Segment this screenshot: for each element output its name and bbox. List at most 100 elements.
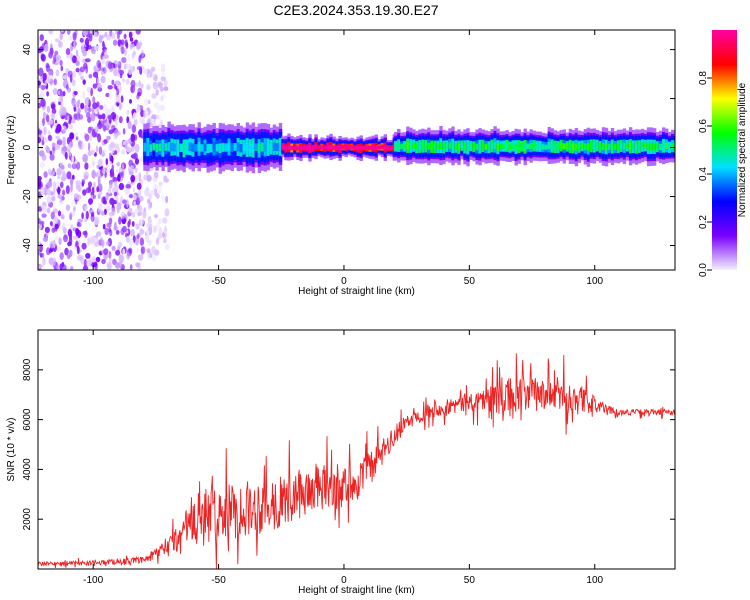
spectrogram-cell xyxy=(132,43,135,52)
spectrogram-cell xyxy=(287,144,291,150)
spectrogram-cell xyxy=(149,70,152,78)
spectrogram-cell xyxy=(129,43,133,50)
spectrogram-cell xyxy=(126,146,132,153)
spectrogram-cell xyxy=(46,114,50,123)
spectrogram-cell xyxy=(109,172,115,178)
spectrogram-cell xyxy=(98,34,103,44)
snr-y-tick-label: 2000 xyxy=(22,508,33,531)
spectrogram-cell xyxy=(389,146,393,150)
spectrogram-cell xyxy=(129,99,132,104)
spectrogram-x-tick-label: 0 xyxy=(341,276,347,287)
spectrogram-cell xyxy=(49,221,53,227)
spectrogram-cell xyxy=(53,216,59,225)
spectrogram-cell xyxy=(138,80,141,88)
spectrogram-cell xyxy=(62,75,68,80)
spectrogram-cell xyxy=(150,66,156,72)
spectrogram-cell xyxy=(97,158,103,167)
spectrogram-cell xyxy=(126,199,129,208)
spectrogram-cell xyxy=(350,145,354,149)
spectrogram-cell xyxy=(326,144,330,149)
spectrogram-cell xyxy=(44,43,49,52)
spectrogram-cell xyxy=(162,217,168,224)
spectrogram-y-axis-label: Frequency (Hz) xyxy=(6,116,17,185)
spectrogram-cell xyxy=(146,142,150,152)
spectrogram-cell xyxy=(149,144,153,152)
spectrogram-cell xyxy=(221,142,225,152)
spectrogram-cell xyxy=(61,208,65,215)
spectrogram-cell xyxy=(60,165,65,171)
spectrogram-cell xyxy=(139,237,145,246)
spectrogram-cell xyxy=(122,199,127,205)
spectrogram-cell xyxy=(164,208,170,217)
spectrogram-cell xyxy=(73,70,76,78)
spectrogram-cell xyxy=(136,103,141,112)
spectrogram-cell xyxy=(85,187,91,194)
spectrogram-cell xyxy=(70,177,74,187)
snr-frame xyxy=(37,329,676,570)
spectrogram-cell xyxy=(38,67,44,77)
spectrogram-cell xyxy=(514,143,518,151)
colorbar-gradient xyxy=(712,30,737,270)
spectrogram-cell xyxy=(397,142,401,149)
spectrogram-cell xyxy=(170,142,174,152)
spectrogram-cell xyxy=(60,101,63,110)
spectrogram-cell xyxy=(146,223,150,228)
spectrogram-cell xyxy=(143,174,147,181)
spectrogram-cell xyxy=(75,67,80,73)
spectrogram-cell xyxy=(128,31,133,39)
spectrogram-cell xyxy=(126,251,131,260)
spectrogram-y-tick-label: 20 xyxy=(22,93,33,105)
spectrogram-cell xyxy=(59,33,63,40)
spectrogram-cell xyxy=(109,197,115,205)
spectrogram-cell xyxy=(109,30,113,37)
spectrogram-cell xyxy=(165,243,170,251)
spectrogram-cell xyxy=(61,106,67,116)
spectrogram-cell xyxy=(538,143,542,150)
spectrogram-cell xyxy=(153,171,159,179)
spectrogram-cell xyxy=(50,171,55,176)
spectrogram-cell xyxy=(79,37,84,43)
spectrogram-cell xyxy=(281,144,285,149)
spectrogram-cell xyxy=(356,146,360,151)
spectrogram-cell xyxy=(61,125,67,134)
spectrogram-cell xyxy=(143,68,148,75)
spectrogram-cell xyxy=(96,186,100,193)
spectrogram-cell xyxy=(451,142,455,150)
spectrogram-cell xyxy=(649,143,654,151)
spectrogram-cell xyxy=(118,254,125,264)
spectrogram-cell xyxy=(148,205,151,210)
spectrogram-cell xyxy=(308,145,312,151)
spectrogram-cell xyxy=(115,169,119,174)
spectrogram-cell xyxy=(586,143,591,151)
spectrogram-cell xyxy=(137,205,143,214)
spectrogram-cell xyxy=(103,139,108,144)
spectrogram-cell xyxy=(39,243,43,253)
spectrogram-cell xyxy=(129,65,135,73)
spectrogram-cell xyxy=(92,96,96,104)
spectrogram-cell xyxy=(163,86,169,92)
spectrogram-cell xyxy=(117,173,121,182)
spectrogram-cell xyxy=(107,61,113,70)
spectrogram-cell xyxy=(68,152,72,157)
spectrogram-cell xyxy=(95,145,99,153)
snr-panel: -100 -50 0 50 100 2000 4000 6000 8000 Height of… xyxy=(6,329,676,596)
snr-y-tick-label: 4000 xyxy=(22,458,33,481)
spectrogram-cell xyxy=(133,194,137,201)
spectrogram-cell xyxy=(92,83,98,89)
spectrogram-cell xyxy=(499,143,503,149)
snr-y-tick-label: 6000 xyxy=(22,408,33,431)
spectrogram-cell xyxy=(54,50,59,56)
spectrogram-cell xyxy=(427,142,431,150)
spectrogram-cell xyxy=(595,142,600,149)
spectrogram-cell xyxy=(125,42,129,48)
spectrogram-cell xyxy=(95,256,101,263)
spectrogram-cell xyxy=(101,34,105,39)
spectrogram-cell xyxy=(242,143,246,151)
spectrogram-cell xyxy=(115,95,122,103)
spectrogram-cell xyxy=(157,184,163,194)
spectrogram-cell xyxy=(66,30,71,35)
spectrogram-cell xyxy=(56,264,60,270)
spectrogram-cell xyxy=(415,144,419,151)
spectrogram-cell xyxy=(94,262,98,270)
spectrogram-cell xyxy=(135,262,140,268)
